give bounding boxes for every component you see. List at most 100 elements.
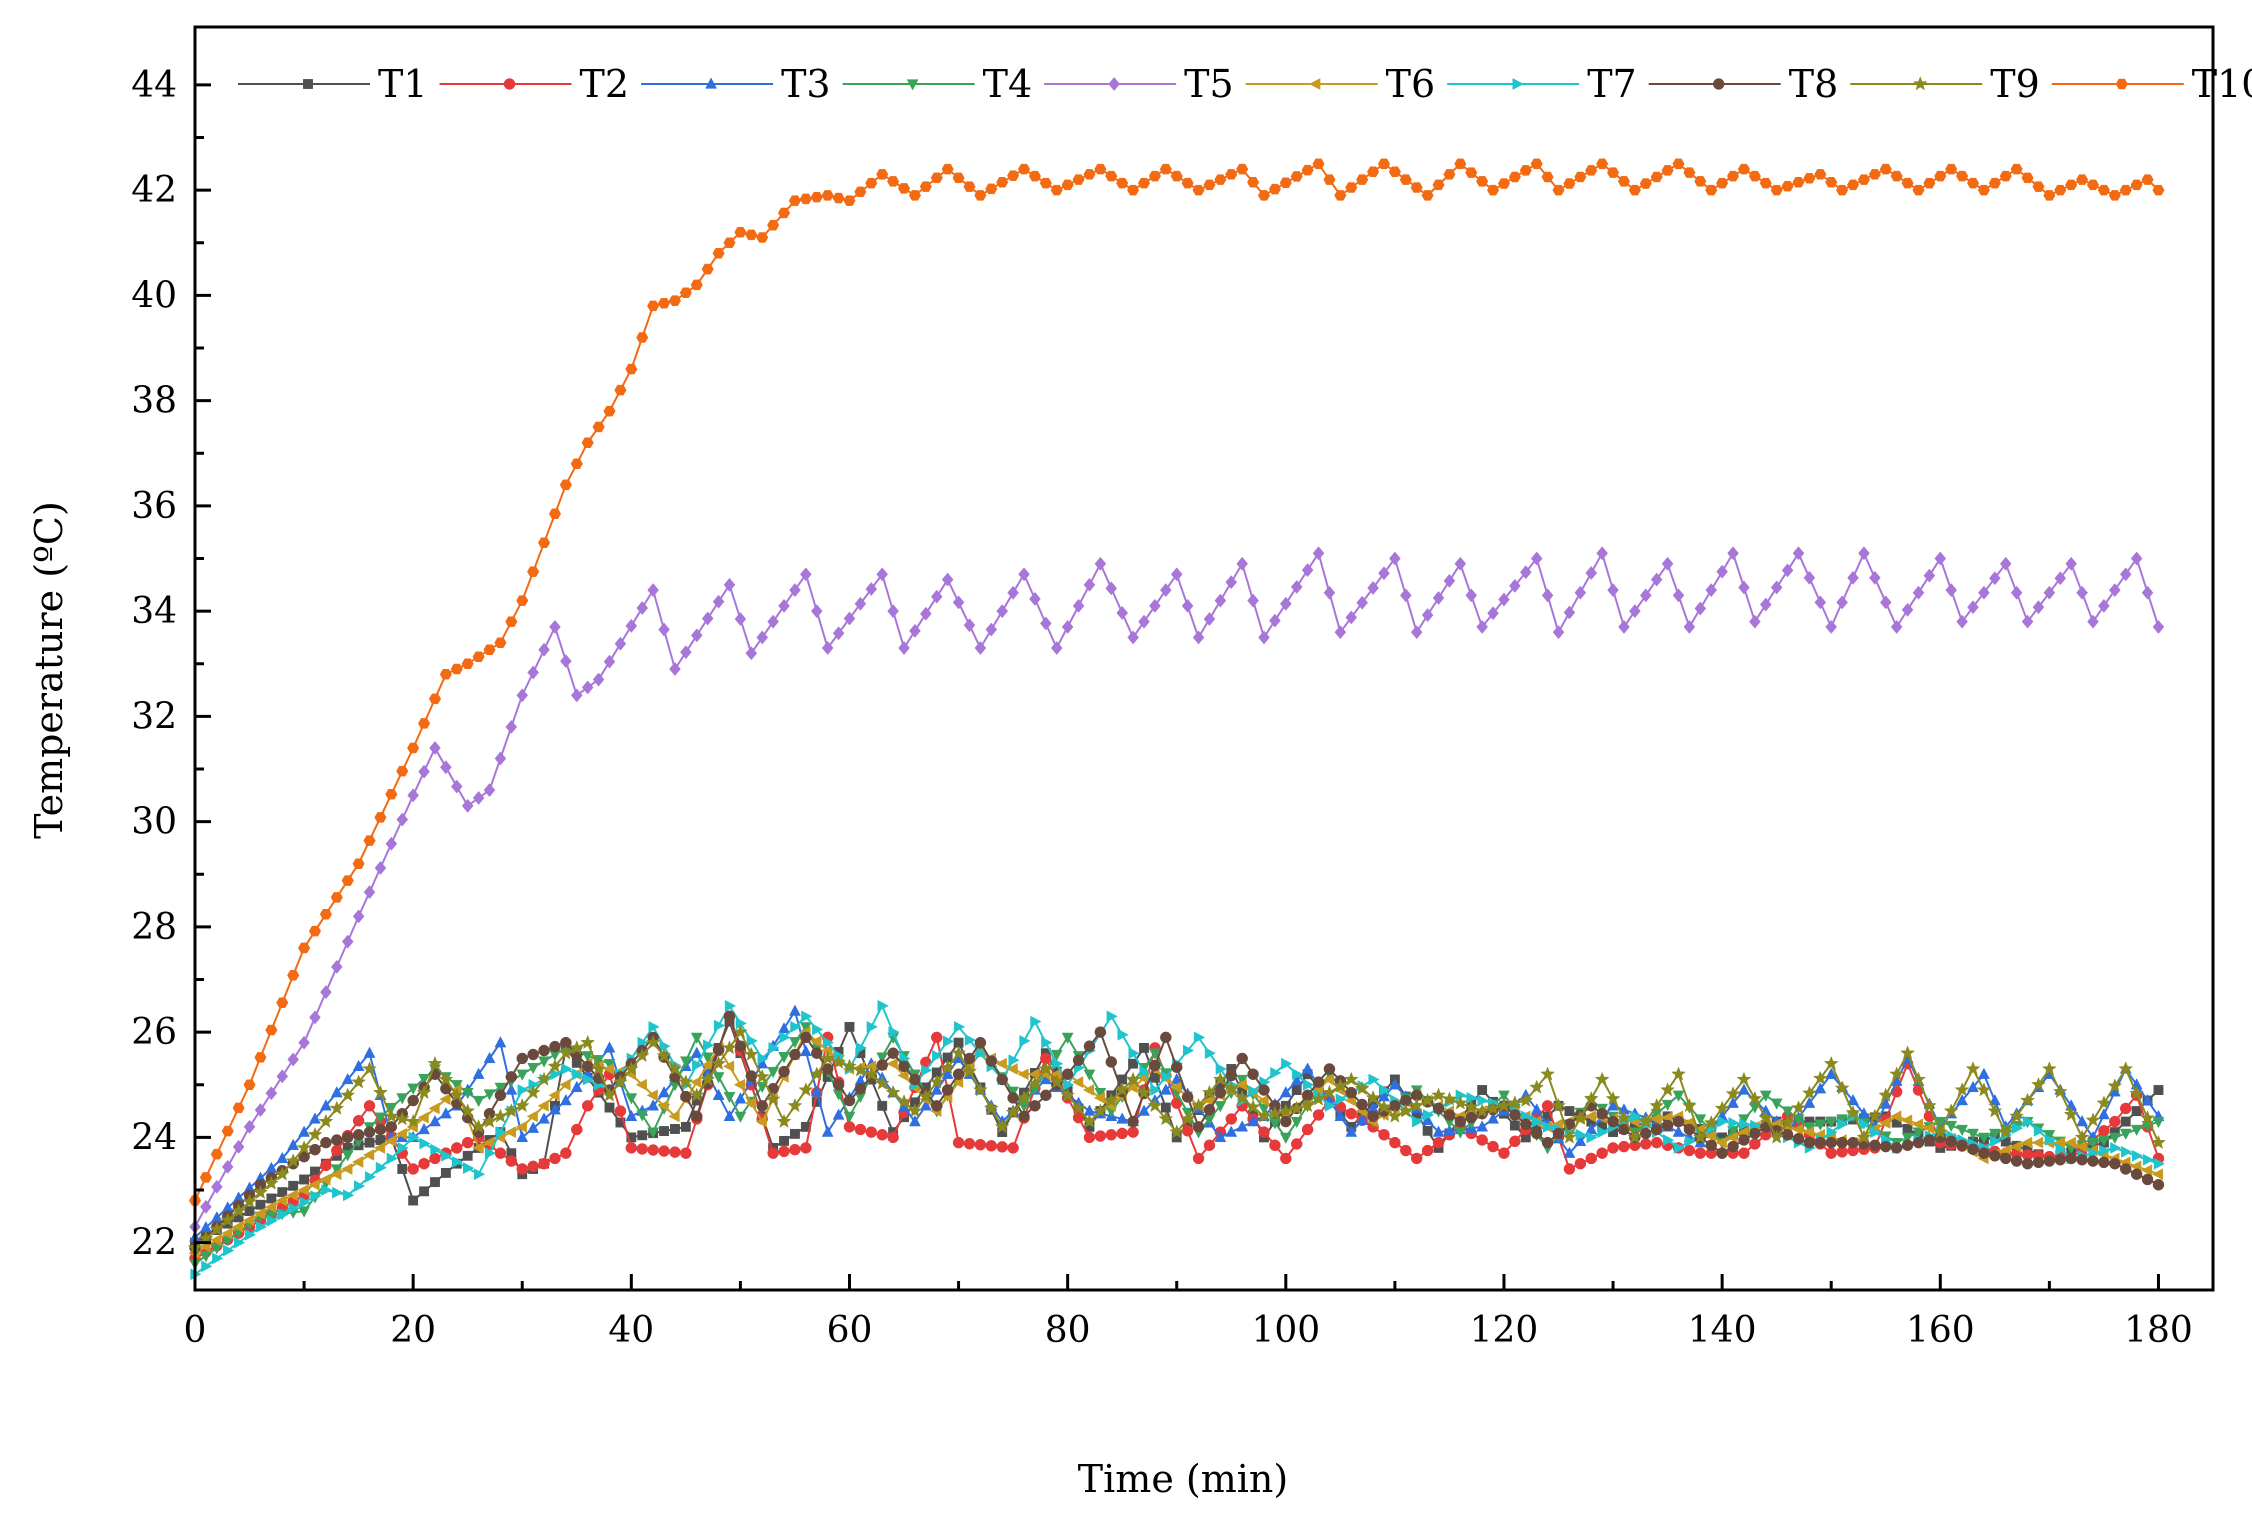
- data-point: [1551, 1097, 1566, 1113]
- data-point: [1236, 556, 1249, 571]
- data-point: [1889, 1066, 1905, 1081]
- data-point: [1912, 585, 1925, 600]
- data-point: [287, 970, 300, 981]
- data-point: [1759, 177, 1772, 189]
- data-point: [765, 1091, 781, 1106]
- data-point: [1029, 591, 1041, 606]
- data-point: [384, 1134, 396, 1147]
- data-point: [921, 1064, 933, 1077]
- data-point: [1803, 1096, 1816, 1108]
- data-point: [330, 892, 343, 903]
- data-point: [2098, 1135, 2110, 1147]
- data-point: [1421, 1144, 1434, 1157]
- data-point: [723, 1109, 736, 1121]
- data-point: [985, 622, 998, 637]
- data-point: [463, 1162, 475, 1174]
- data-point: [1301, 1123, 1314, 1136]
- data-point: [2076, 585, 2088, 600]
- data-point: [801, 1010, 813, 1023]
- data-point: [2130, 1124, 2143, 1137]
- data-point: [1825, 176, 1838, 188]
- data-point: [1454, 1127, 1467, 1139]
- data-point: [1443, 1124, 1456, 1136]
- data-point: [941, 1084, 954, 1096]
- data-point: [1281, 1057, 1293, 1070]
- data-point: [1083, 577, 1096, 592]
- data-point: [1967, 600, 1979, 615]
- data-point: [1661, 1099, 1674, 1112]
- data-point: [2152, 184, 2165, 196]
- data-point: [1311, 1091, 1327, 1106]
- data-point: [734, 226, 747, 238]
- data-point: [1388, 166, 1401, 177]
- data-point: [1530, 158, 1543, 170]
- data-point: [494, 637, 507, 648]
- data-point: [418, 1157, 430, 1170]
- data-point: [790, 1128, 800, 1139]
- data-point: [776, 1113, 792, 1128]
- data-point: [2052, 1083, 2068, 1099]
- series-t9: [187, 1024, 2166, 1255]
- data-point: [2055, 1143, 2067, 1156]
- x-tick-label: 60: [827, 1310, 873, 1351]
- data-point: [809, 1066, 825, 1081]
- data-point: [680, 1121, 691, 1132]
- data-point: [2119, 184, 2132, 196]
- data-point: [1977, 184, 1990, 196]
- data-point: [2098, 1107, 2110, 1120]
- data-point: [242, 1214, 255, 1227]
- data-point: [625, 1093, 638, 1105]
- data-point: [1967, 1128, 1979, 1141]
- legend-label: T6: [1386, 62, 1436, 106]
- data-point: [734, 1111, 747, 1123]
- data-point: [1999, 556, 2012, 571]
- data-point: [941, 163, 954, 175]
- data-point: [1214, 593, 1227, 608]
- data-point: [210, 1234, 222, 1246]
- data-point: [330, 1168, 342, 1181]
- data-point: [669, 662, 681, 677]
- legend-marker: [1912, 76, 1928, 91]
- data-point: [885, 1084, 901, 1100]
- data-point: [1454, 158, 1467, 170]
- data-point: [1574, 1134, 1587, 1146]
- data-point: [352, 909, 365, 924]
- data-point: [547, 1058, 563, 1073]
- data-point: [1541, 1100, 1554, 1112]
- data-point: [1803, 173, 1816, 184]
- data-point: [722, 1040, 737, 1055]
- data-point: [2010, 1140, 2022, 1153]
- data-point: [288, 1202, 300, 1215]
- data-point: [1476, 176, 1489, 187]
- y-tick-label: 32: [131, 696, 177, 737]
- data-point: [332, 1186, 344, 1199]
- data-point: [896, 1094, 912, 1109]
- data-point: [1161, 1070, 1173, 1083]
- data-point: [1269, 1139, 1281, 1152]
- data-point: [1836, 1136, 1848, 1149]
- data-point: [492, 1108, 508, 1123]
- data-point: [2065, 179, 2078, 191]
- data-point: [963, 181, 976, 192]
- data-point: [1400, 1144, 1412, 1157]
- data-point: [1684, 1135, 1696, 1148]
- data-point: [1332, 1078, 1348, 1093]
- data-point: [1016, 1090, 1032, 1105]
- data-point: [1814, 595, 1827, 610]
- data-point: [897, 183, 911, 194]
- data-point: [2032, 1156, 2045, 1169]
- data-point: [2012, 1122, 2024, 1135]
- data-point: [407, 1163, 419, 1175]
- data-point: [1649, 1097, 1665, 1113]
- data-point: [1203, 1104, 1216, 1116]
- data-point: [1859, 1118, 1871, 1131]
- data-point: [1739, 1118, 1751, 1131]
- data-point: [2097, 184, 2110, 196]
- data-point: [1868, 169, 1881, 180]
- data-point: [668, 1110, 680, 1123]
- data-point: [658, 622, 670, 637]
- data-point: [201, 1260, 213, 1273]
- data-point: [724, 999, 737, 1012]
- data-point: [548, 508, 562, 520]
- data-point: [472, 1067, 485, 1079]
